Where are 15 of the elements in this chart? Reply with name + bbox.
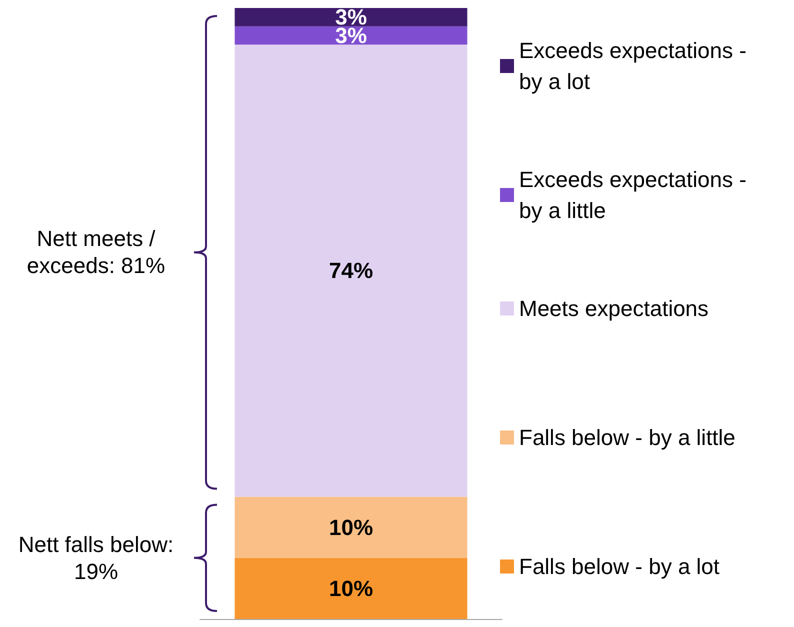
bar — [234, 8, 468, 26]
text: Nett meets / exceeds: 81% — [26, 225, 166, 280]
bar — [234, 44, 468, 497]
legend-label: Falls below - by a little — [519, 425, 736, 450]
legend-label: Exceeds expectations - by a lot — [519, 38, 753, 94]
legend-label: Falls below - by a lot — [519, 554, 720, 579]
data-label: 10% — [328, 576, 374, 601]
bar — [234, 496, 468, 558]
bar — [234, 26, 468, 45]
bar — [234, 558, 468, 619]
data-label: 74% — [328, 258, 374, 284]
text: Nett falls below: 19% — [17, 530, 175, 585]
data-label: 10% — [328, 514, 374, 540]
legend-label: Exceeds expectations - by a little — [519, 167, 753, 223]
legend-label: Meets expectations — [519, 296, 709, 321]
